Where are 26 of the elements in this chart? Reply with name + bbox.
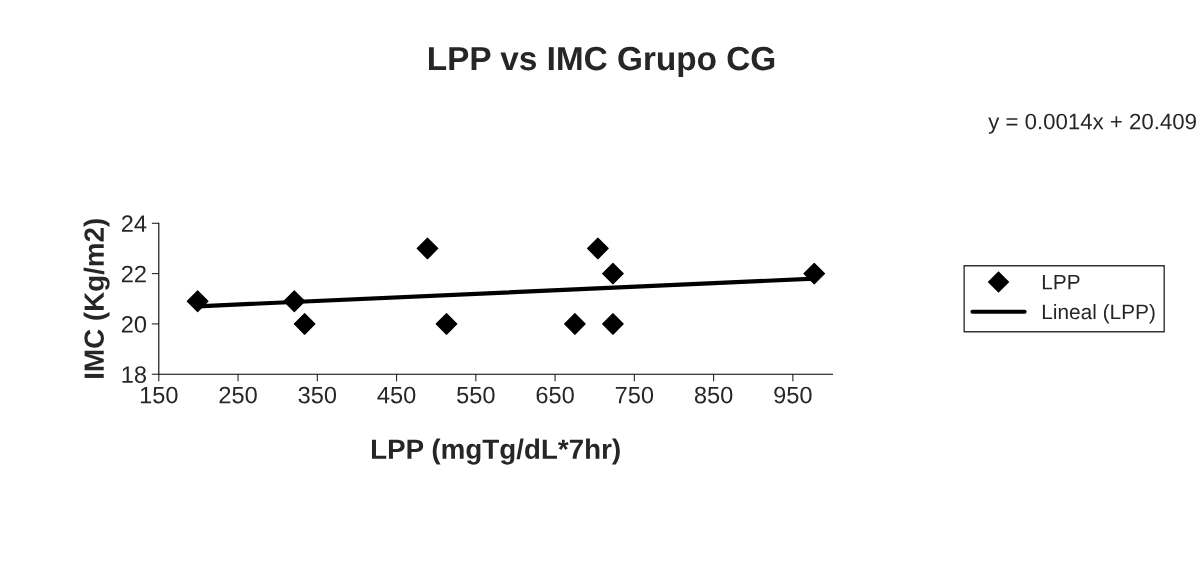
- y-tick-label: 22: [121, 265, 146, 283]
- x-tick-label: 250: [219, 386, 257, 404]
- x-tick-label: 550: [457, 386, 495, 404]
- x-axis-title: LPP (mgTg/dL*7hr): [371, 438, 620, 465]
- chart-title: LPP vs IMC Grupo CG: [429, 46, 775, 77]
- x-tick-label: 650: [536, 386, 574, 404]
- y-tick-label: 24: [121, 215, 147, 232]
- point: [602, 262, 624, 285]
- y-tick-label: 20: [121, 316, 147, 333]
- x-tick-label: 750: [615, 386, 654, 404]
- point: [602, 313, 624, 335]
- y-axis-title: IMC (Kg/m2): [83, 219, 110, 378]
- x-tick-label: 350: [298, 386, 337, 404]
- y-tick-label: 18: [122, 366, 146, 384]
- x-tick-label: 850: [694, 386, 733, 404]
- legend-label: LPP: [1042, 274, 1080, 290]
- x-tick-label: 450: [377, 386, 416, 404]
- point: [416, 237, 439, 260]
- point: [435, 313, 458, 335]
- x-tick-label: 150: [140, 386, 178, 404]
- point: [586, 237, 609, 260]
- point: [564, 313, 586, 335]
- text: y = 0.0014x + 20.409: [988, 113, 1196, 134]
- x-tick-label: 950: [774, 386, 812, 404]
- point: [293, 313, 316, 335]
- legend-label: Lineal (LPP): [1042, 303, 1155, 324]
